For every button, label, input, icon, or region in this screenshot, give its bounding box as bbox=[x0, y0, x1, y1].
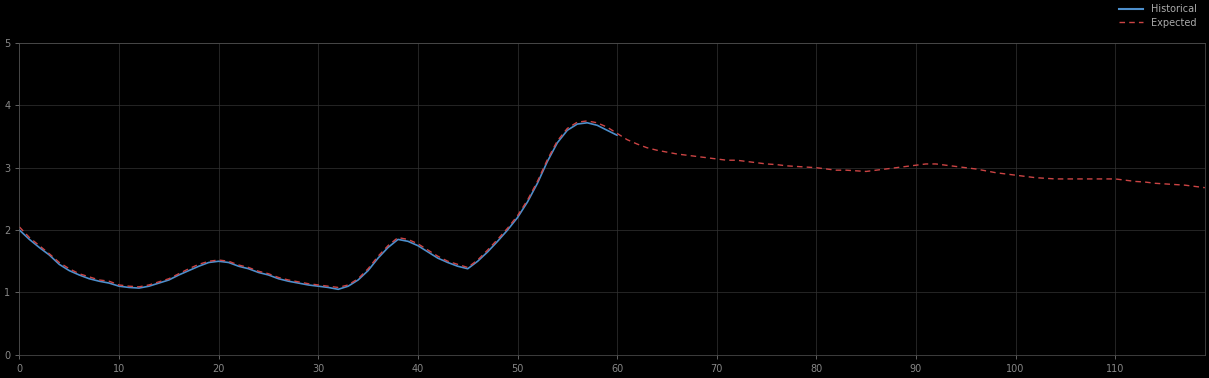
Legend: Historical, Expected: Historical, Expected bbox=[1116, 1, 1201, 31]
